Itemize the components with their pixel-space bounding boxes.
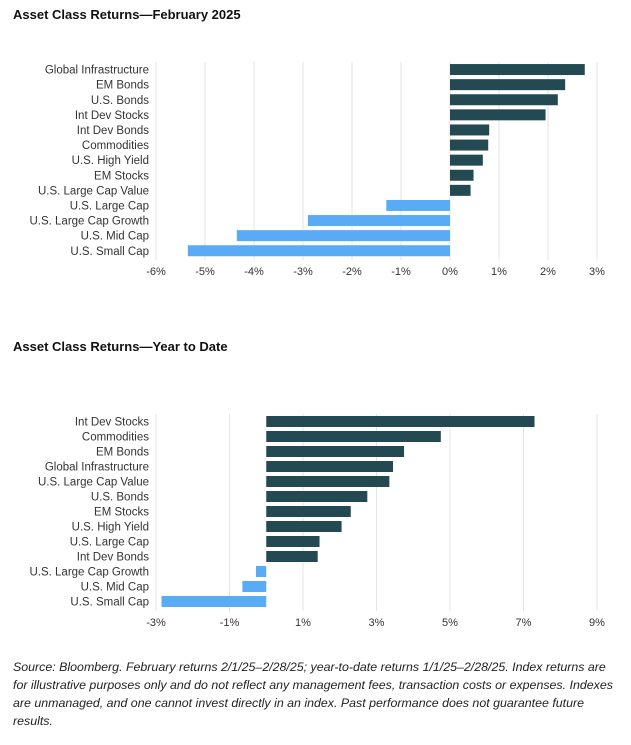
bar-u-s-large-cap-value xyxy=(266,476,390,487)
category-label: EM Stocks xyxy=(94,170,149,182)
category-label: Int Dev Bonds xyxy=(77,125,149,137)
bar-u-s-bonds xyxy=(450,94,558,106)
x-tick-label: 3% xyxy=(589,266,605,278)
x-tick-label: -3% xyxy=(293,266,313,278)
bar-u-s-bonds xyxy=(266,491,368,502)
category-label: U.S. Small Cap xyxy=(70,246,149,258)
bar-em-bonds xyxy=(266,446,405,457)
category-label: Global Infrastructure xyxy=(45,65,149,77)
x-tick-label: 7% xyxy=(516,617,532,629)
category-label: Int Dev Bonds xyxy=(77,552,149,564)
bar-u-s-large-cap-growth xyxy=(307,215,450,227)
bar-u-s-mid-cap xyxy=(242,581,267,592)
bar-int-dev-bonds xyxy=(450,124,490,136)
bar-u-s-large-cap-value xyxy=(450,184,471,196)
bar-commodities xyxy=(450,139,489,151)
x-tick-label: 3% xyxy=(369,617,385,629)
category-label: U.S. Large Cap xyxy=(70,537,149,549)
bar-global-infrastructure xyxy=(266,461,394,472)
category-label: Global Infrastructure xyxy=(45,462,149,474)
x-tick-label: 1% xyxy=(295,617,311,629)
bar-int-dev-stocks xyxy=(266,416,535,427)
source-note: Source: Bloomberg. February returns 2/1/… xyxy=(13,660,613,728)
category-label: U.S. Large Cap Value xyxy=(38,477,149,489)
chart-title-february: Asset Class Returns—February 2025 xyxy=(13,7,241,22)
bar-u-s-mid-cap xyxy=(236,230,450,242)
category-label: Commodities xyxy=(82,140,149,152)
x-tick-label: -2% xyxy=(342,266,362,278)
category-label: U.S. High Yield xyxy=(72,155,149,167)
x-tick-label: 2% xyxy=(540,266,556,278)
category-label: U.S. Bonds xyxy=(91,492,149,504)
x-tick-label: 9% xyxy=(589,617,605,629)
chart-title-ytd: Asset Class Returns—Year to Date xyxy=(13,339,228,354)
category-label: Commodities xyxy=(82,432,149,444)
bar-u-s-high-yield xyxy=(450,154,483,166)
bar-int-dev-stocks xyxy=(450,109,546,121)
category-label: U.S. Mid Cap xyxy=(81,582,149,594)
x-tick-label: 1% xyxy=(491,266,507,278)
category-label: Int Dev Stocks xyxy=(75,417,149,429)
category-label: U.S. Small Cap xyxy=(70,597,149,609)
bar-em-bonds xyxy=(450,79,566,91)
category-label: U.S. Large Cap Value xyxy=(38,185,149,197)
category-label: EM Stocks xyxy=(94,507,149,519)
category-label: U.S. High Yield xyxy=(72,522,149,534)
bar-u-s-large-cap xyxy=(386,199,450,211)
x-tick-label: -4% xyxy=(244,266,264,278)
ytd-returns-chart: -3% -1% 1% 3% 5% 7% 9% Int Dev Stocks Commoditie… xyxy=(29,414,605,629)
bar-u-s-large-cap xyxy=(266,536,320,547)
february-returns-chart: -6% -5% -4% -3% -2% -1% 0% 1% 2% 3% Global Infrast… xyxy=(29,62,605,278)
x-tick-label: 0% xyxy=(442,266,458,278)
bar-em-stocks xyxy=(450,169,474,181)
bar-u-s-small-cap xyxy=(187,245,450,257)
bar-em-stocks xyxy=(266,506,351,517)
category-label: U.S. Mid Cap xyxy=(81,231,149,243)
category-label: U.S. Large Cap Growth xyxy=(29,216,149,228)
bar-global-infrastructure xyxy=(450,64,585,76)
bar-int-dev-bonds xyxy=(266,551,318,562)
category-label: Int Dev Stocks xyxy=(75,110,149,122)
bar-u-s-small-cap xyxy=(161,596,267,607)
x-tick-label: 5% xyxy=(442,617,458,629)
category-label: U.S. Large Cap Growth xyxy=(29,567,149,579)
category-label: U.S. Bonds xyxy=(91,95,149,107)
x-tick-label: -3% xyxy=(146,617,166,629)
category-label: EM Bonds xyxy=(96,80,149,92)
x-tick-label: -1% xyxy=(391,266,411,278)
x-tick-label: -6% xyxy=(146,266,166,278)
category-label: U.S. Large Cap xyxy=(70,200,149,212)
x-tick-label: -5% xyxy=(195,266,215,278)
bar-u-s-high-yield xyxy=(266,521,342,532)
category-label: EM Bonds xyxy=(96,447,149,459)
x-tick-label: -1% xyxy=(220,617,240,629)
bar-u-s-large-cap-growth xyxy=(255,566,267,577)
bar-commodities xyxy=(266,431,441,442)
